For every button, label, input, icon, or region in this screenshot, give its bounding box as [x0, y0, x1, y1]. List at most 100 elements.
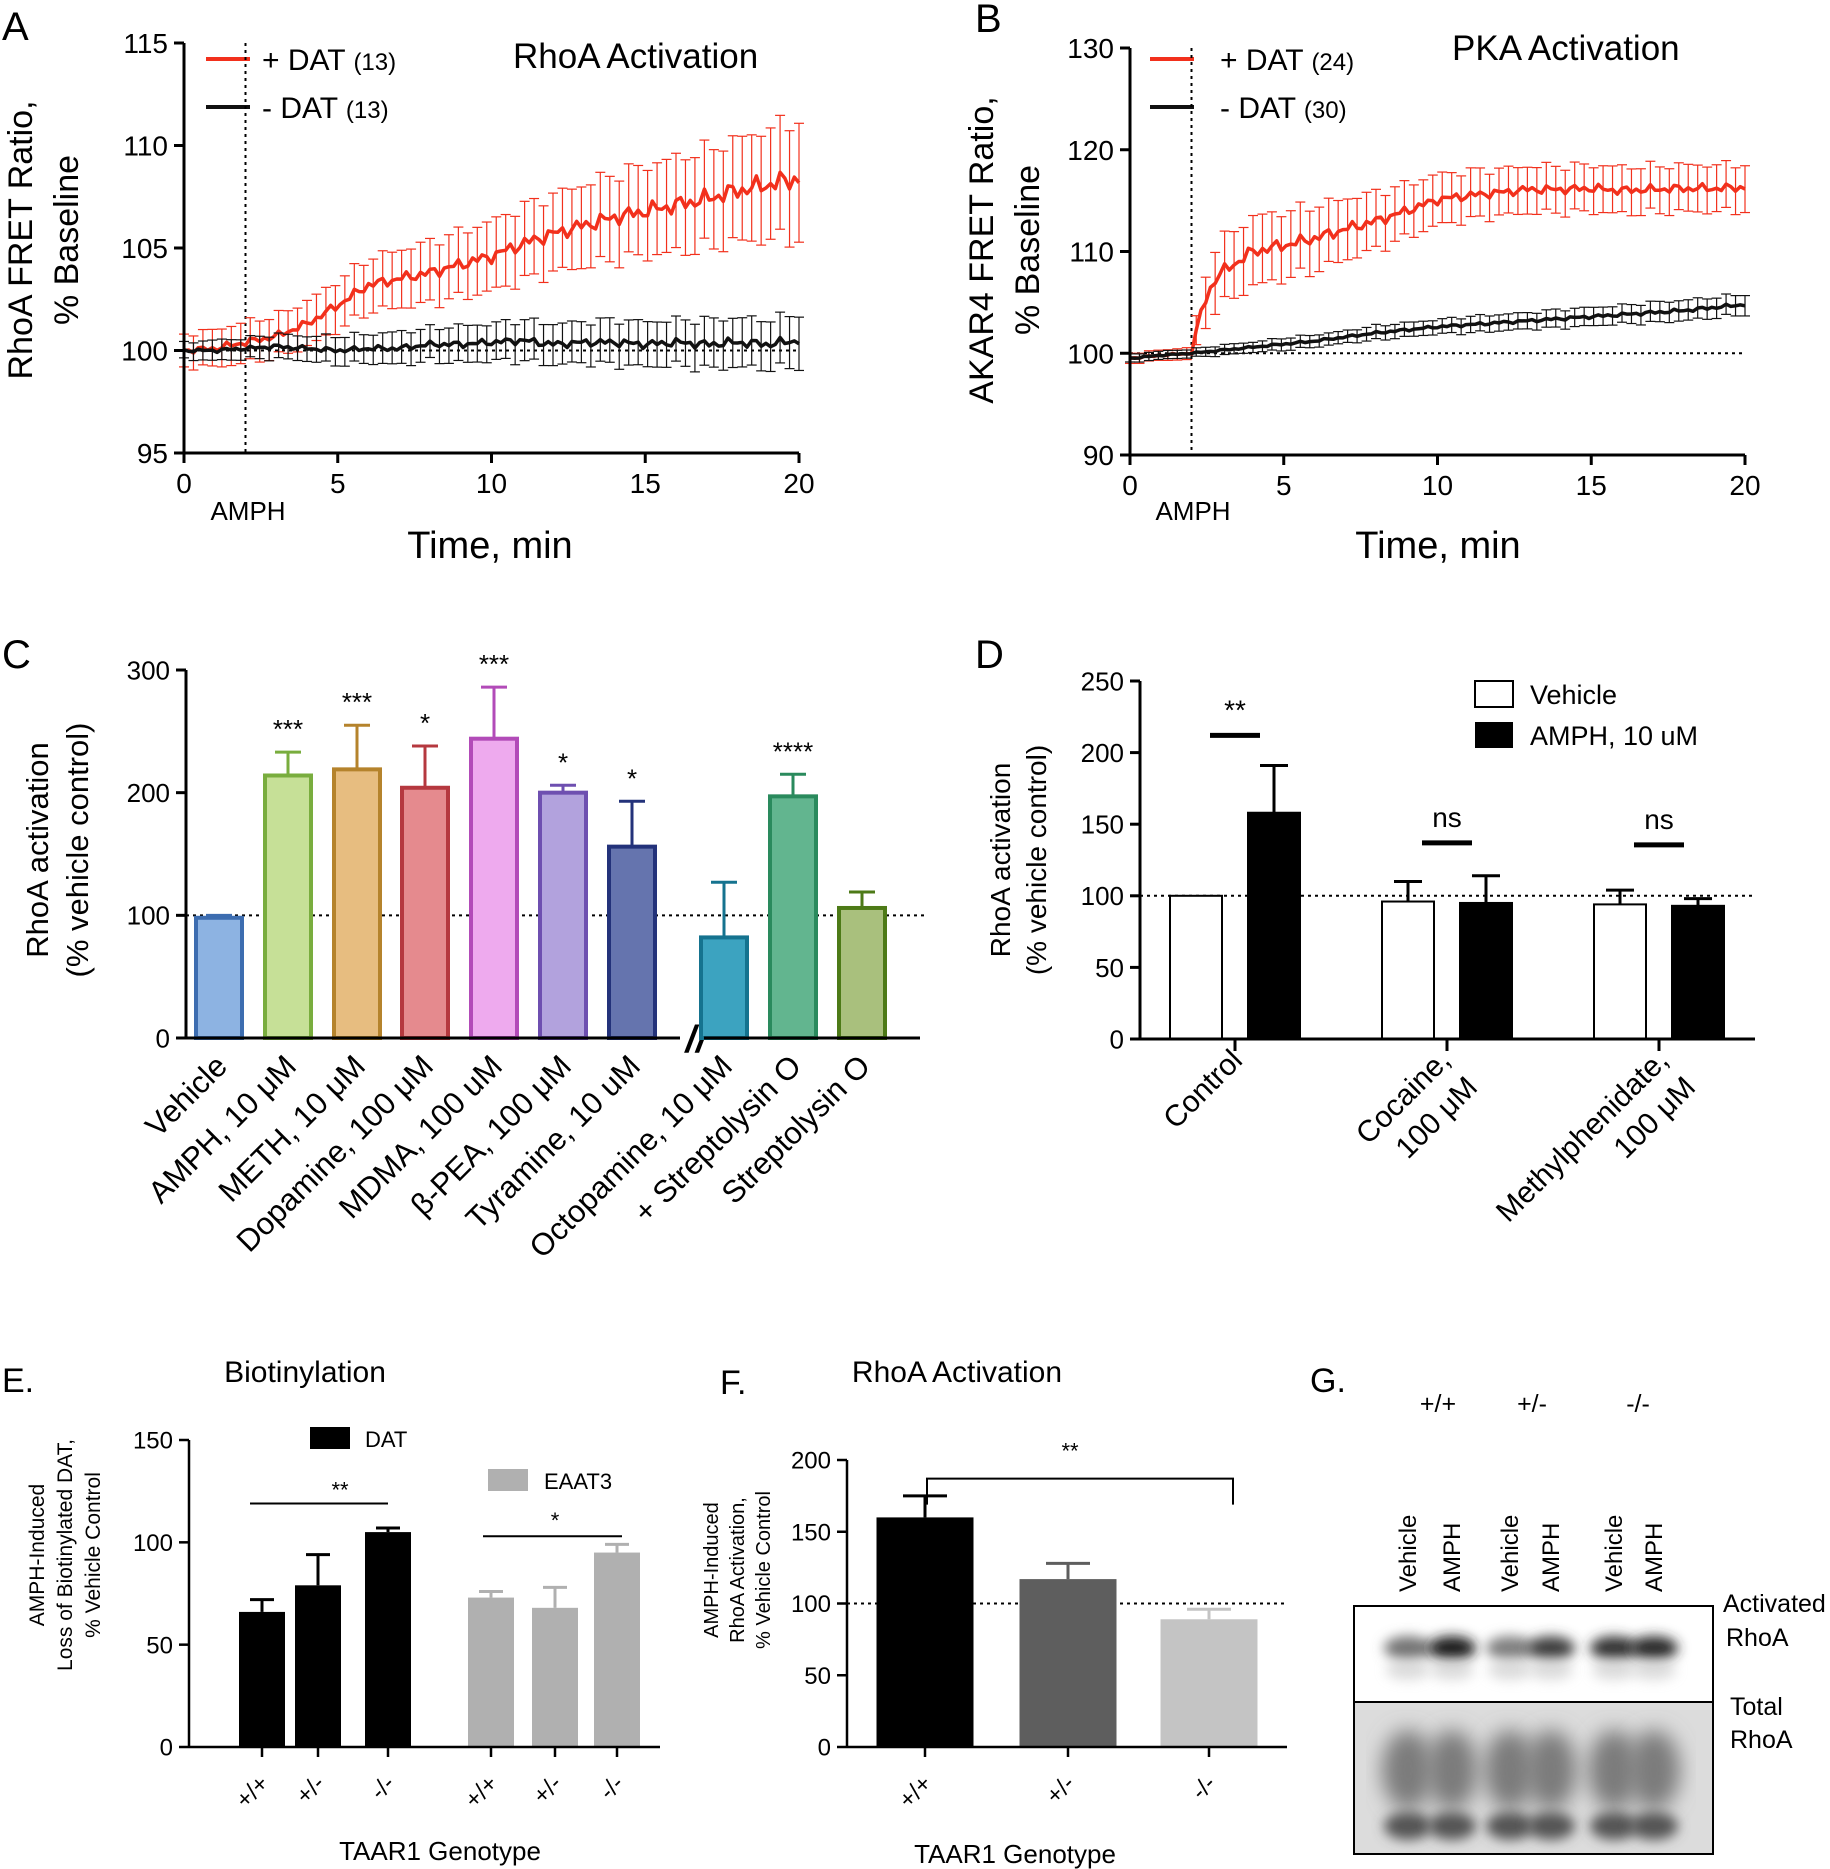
- y-tick-label: 100: [791, 1591, 831, 1618]
- lane-label: AMPH: [1439, 1523, 1466, 1592]
- significance-label: ns: [1432, 802, 1462, 833]
- panel-a: A RhoA Activation RhoA FRET Ratio, % Bas…: [2, 5, 815, 567]
- y-tick-label: 110: [1069, 237, 1114, 268]
- blot-band: [1630, 1636, 1678, 1660]
- bar: [1671, 904, 1725, 1040]
- legend-label-vehicle: Vehicle: [1530, 680, 1617, 710]
- y-axis-label-line-2: (% vehicle control): [1021, 745, 1052, 975]
- significance-label: **: [1061, 1439, 1079, 1464]
- blot-band: [1588, 1730, 1640, 1810]
- legend: DAT EAAT3: [310, 1427, 612, 1494]
- series-minus-dat: [1125, 293, 1750, 363]
- x-tick-label: Control: [1157, 1044, 1249, 1136]
- y-axis-label: RhoA FRET Ratio, % Baseline: [2, 100, 86, 379]
- y-axis-label-line-2: Loss of Biotinylated DAT,: [54, 1439, 77, 1671]
- blot-band: [1527, 1812, 1575, 1840]
- panel-letter: E.: [2, 1362, 34, 1400]
- legend-label-dat: DAT: [365, 1427, 407, 1452]
- y-axis-label: AMPH-Induced Loss of Biotinylated DAT, %…: [26, 1439, 105, 1671]
- genotype-label: -/-: [1626, 1390, 1650, 1418]
- panel-letter: F.: [720, 1364, 746, 1402]
- series-line: [183, 170, 801, 355]
- x-tick-label: +/-: [528, 1770, 567, 1809]
- y-tick-label: 100: [121, 336, 168, 367]
- y-tick-label: 200: [1081, 738, 1124, 768]
- lane-labels: Vehicle AMPH Vehicle AMPH Vehicle AMPH: [1395, 1515, 1668, 1592]
- blot-smear: [1386, 1660, 1430, 1680]
- plot-area: 90 100 110 120 130 0 5 10 15 20: [1067, 33, 1760, 501]
- bar: [194, 915, 244, 1041]
- series-line: [183, 335, 800, 355]
- bar: [1381, 900, 1435, 1041]
- blot-band: [1486, 1812, 1534, 1840]
- blot-smear: [1529, 1660, 1573, 1680]
- panel-d: D RhoA activation (% vehicle control) Ve…: [975, 633, 1755, 1229]
- blot-band: [1426, 1730, 1478, 1810]
- bar: [607, 844, 657, 1041]
- legend-label-amph: AMPH, 10 uM: [1530, 721, 1698, 751]
- panel-letter: A: [2, 5, 29, 49]
- y-axis-label-line-2: (% vehicle control): [60, 723, 95, 978]
- blot-images: [1353, 1605, 1714, 1855]
- blot-band: [1428, 1636, 1476, 1660]
- panel-letter: G.: [1310, 1362, 1346, 1400]
- x-tick-label: 10: [476, 468, 507, 499]
- panel-b: B PKA Activation AKAR4 FRET Ratio, % Bas…: [963, 0, 1761, 567]
- blot-smear: [1488, 1660, 1532, 1680]
- y-tick-label: 0: [818, 1735, 831, 1762]
- blot-band: [1428, 1812, 1476, 1840]
- chart-title: Biotinylation: [224, 1356, 386, 1389]
- chart-title: PKA Activation: [1452, 29, 1680, 68]
- y-tick-label: 150: [791, 1519, 831, 1546]
- x-axis-label: TAAR1 Genotype: [914, 1839, 1116, 1869]
- y-tick-label: 110: [123, 131, 168, 162]
- bar: [1459, 901, 1513, 1041]
- y-tick-label: 100: [133, 1530, 173, 1557]
- x-tick-label: 5: [1276, 470, 1292, 501]
- bar: [538, 790, 588, 1041]
- significance-label: ***: [479, 649, 509, 679]
- blot-label: RhoA: [1730, 1726, 1793, 1754]
- blot-band: [1382, 1730, 1434, 1810]
- y-tick-label: 200: [127, 778, 170, 808]
- y-axis-label-line-1: AMPH-Induced: [701, 1502, 723, 1638]
- legend-swatch-dat: [310, 1427, 350, 1449]
- y-tick-label: 95: [137, 438, 168, 469]
- lane-label: Vehicle: [1601, 1515, 1628, 1592]
- plot-area: Vehicle***AMPH, 10 μM***METH, 10 μM*Dopa…: [127, 649, 925, 1265]
- blot-band: [1525, 1730, 1577, 1810]
- x-tick-label: +/-: [1041, 1770, 1080, 1809]
- y-axis-label-line-2: RhoA Activation,: [727, 1497, 749, 1643]
- y-tick-label: 150: [133, 1428, 173, 1455]
- y-tick-label: 250: [1081, 666, 1124, 696]
- legend-label-plus-dat: + DAT (24): [1220, 44, 1354, 77]
- blot-smear: [1430, 1660, 1474, 1680]
- blot-band: [1628, 1730, 1680, 1810]
- legend-label-eaat3: EAAT3: [544, 1469, 612, 1494]
- chart-title: RhoA Activation: [513, 37, 758, 76]
- bar: [400, 785, 450, 1041]
- y-tick-label: 130: [1067, 33, 1114, 64]
- genotype-label: +/+: [1420, 1390, 1456, 1418]
- y-axis-label-line-3: % Vehicle Control: [82, 1472, 105, 1638]
- blot-band: [1590, 1636, 1638, 1660]
- legend-label-plus-dat: + DAT (13): [262, 44, 396, 77]
- blot-smear: [1592, 1660, 1636, 1680]
- significance-label: ***: [342, 687, 372, 717]
- bar: [469, 736, 519, 1041]
- y-tick-label: 120: [1067, 135, 1114, 166]
- event-marker-label: AMPH: [1155, 496, 1230, 526]
- y-tick-label: 50: [804, 1663, 831, 1690]
- y-tick-label: 50: [1095, 953, 1124, 983]
- y-tick-label: 0: [156, 1023, 170, 1053]
- y-axis-label-line-1: RhoA activation: [20, 742, 55, 957]
- y-tick-label: 0: [1110, 1024, 1124, 1054]
- y-tick-label: 100: [1067, 338, 1114, 369]
- legend-swatch-eaat3: [488, 1469, 528, 1491]
- panel-f: F. RhoA Activation AMPH-Induced RhoA Act…: [701, 1356, 1287, 1869]
- significance-label: *: [551, 1508, 560, 1533]
- x-tick-label: 0: [176, 468, 192, 499]
- bar: [532, 1607, 578, 1747]
- plot-area: 95 100 105 110 115 0 5 10 15 20: [121, 28, 814, 499]
- blot-label: Activated: [1723, 1590, 1826, 1618]
